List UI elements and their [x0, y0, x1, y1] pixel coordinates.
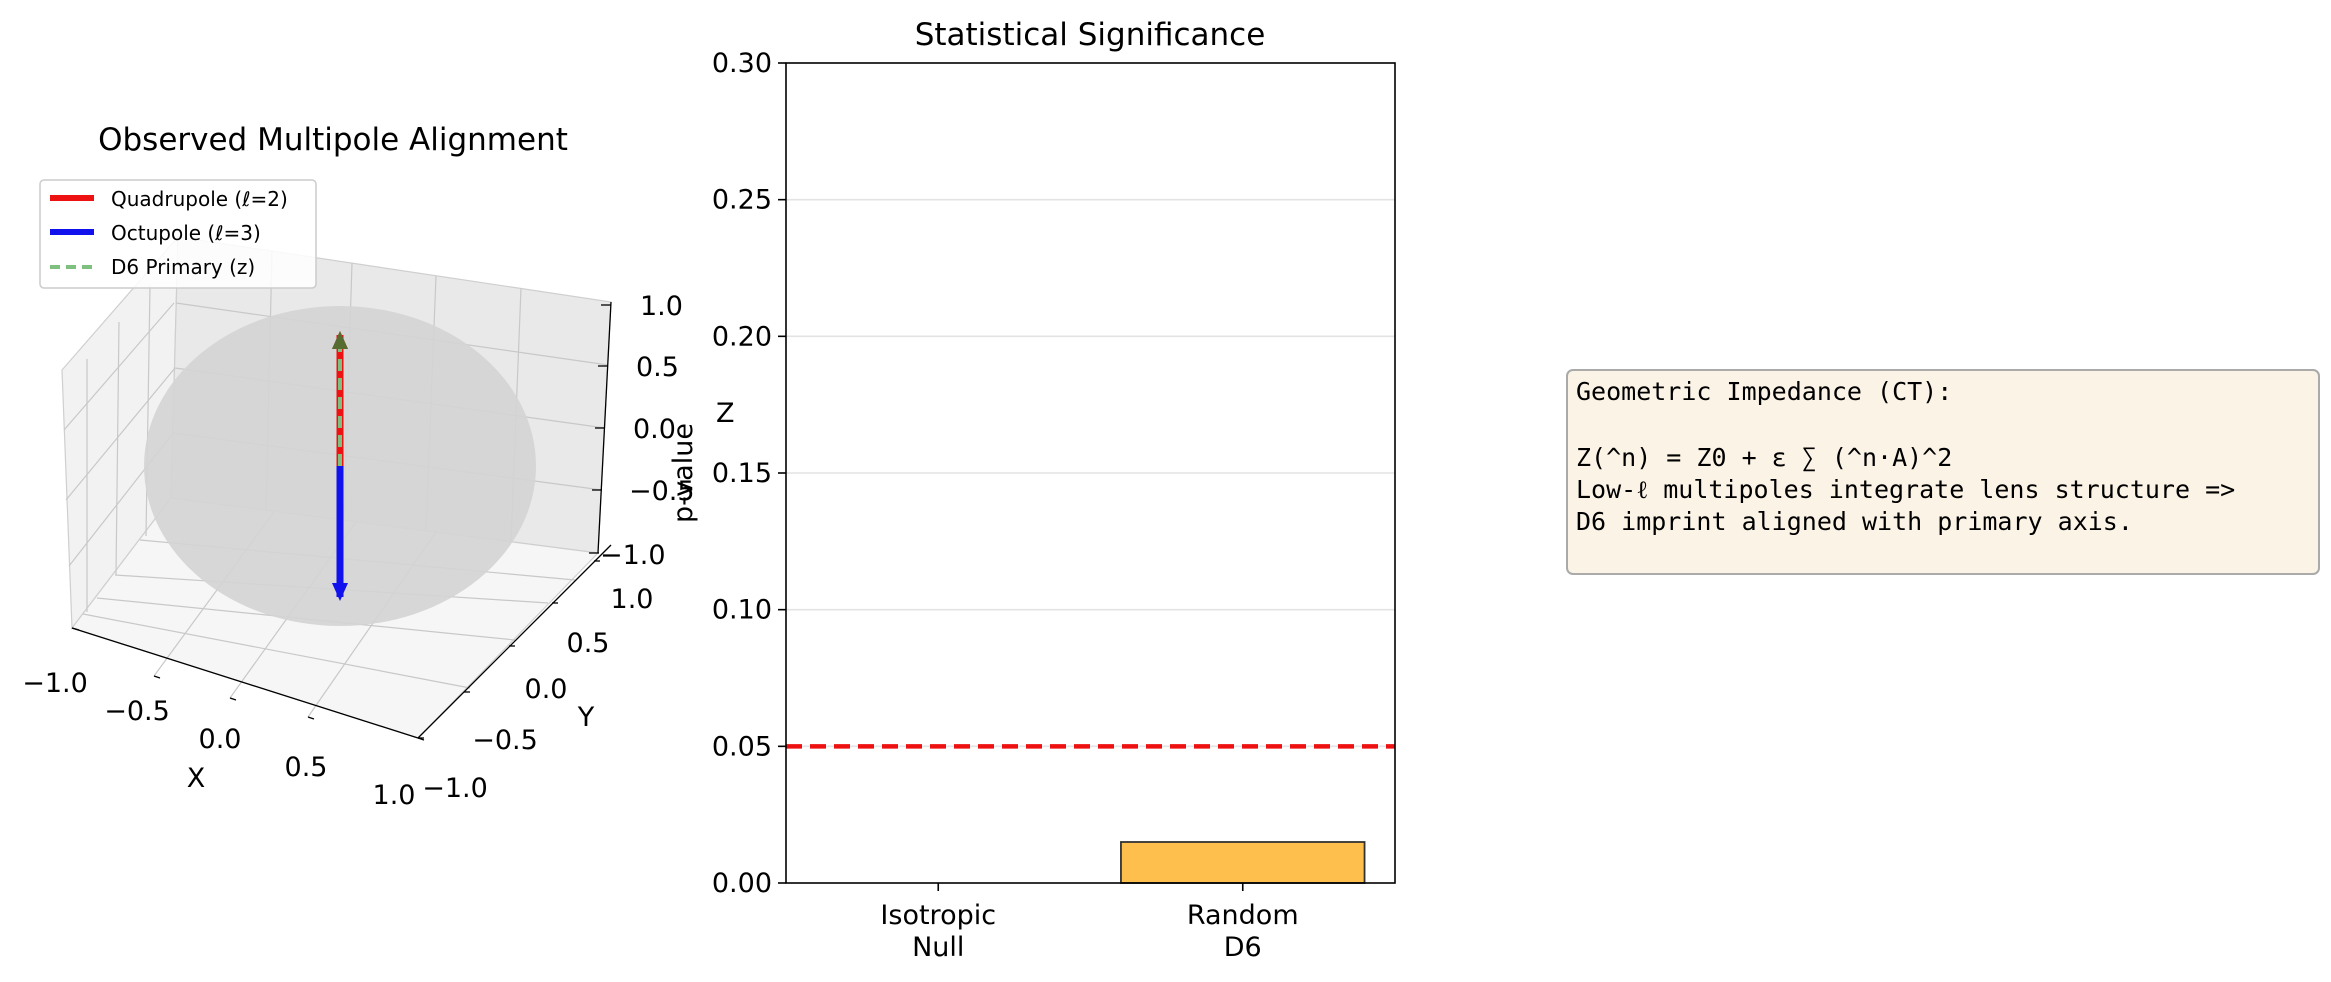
textbox-line: Geometric Impedance (CT): [1576, 377, 1952, 406]
y-tick-labels: −1.0 −0.5 0.0 0.5 1.0 [422, 584, 653, 804]
z-tick-label: −0.5 [629, 476, 695, 507]
impedance-textbox: Geometric Impedance (CT): Z(^n) = Z0 + ε… [1566, 369, 2320, 575]
y-tick-label: 0.0 [525, 674, 568, 705]
bar-y-tick-label: 0.00 [712, 868, 772, 899]
legend-label-d6-primary: D6 Primary (z) [111, 255, 255, 279]
x-tick-label: 0.5 [285, 752, 328, 783]
bar-y-tick-label: 0.10 [712, 595, 772, 626]
bar [1120, 841, 1366, 884]
y-tick-label: −1.0 [422, 773, 488, 804]
bar-x-tick-label: Random [1187, 900, 1299, 931]
y-tick-label: 1.0 [611, 584, 654, 615]
x-tick-label: 0.0 [199, 724, 242, 755]
z-tick-labels: 1.0 0.5 0.0 −0.5 −1.0 [600, 291, 695, 571]
legend-label-quadrupole: Quadrupole (ℓ=2) [111, 187, 288, 211]
bar-series [1120, 841, 1366, 884]
d6-primary-vector-head [332, 331, 348, 349]
x-tick-label: 1.0 [373, 780, 416, 811]
legend-box [39, 179, 317, 289]
legend-3d: Quadrupole (ℓ=2) Octupole (ℓ=3) D6 Prima… [39, 179, 317, 289]
legend-label-octupole: Octupole (ℓ=3) [111, 221, 261, 245]
bar-y-axis-label: p-value [668, 423, 699, 523]
bar-y-tick-label: 0.30 [712, 48, 772, 79]
bar-y-tick-label: 0.25 [712, 185, 772, 216]
x-axis-label: X [187, 763, 206, 794]
bar-chart-title: Statistical Significance [915, 17, 1266, 53]
z-ticks [589, 304, 611, 554]
vector-layer [332, 331, 348, 601]
bar-y-tick-label: 0.20 [712, 321, 772, 352]
panel-3d: Observed Multipole Alignment [22, 122, 734, 811]
panel-3d-title: Observed Multipole Alignment [98, 122, 568, 158]
textbox-frame [1566, 369, 2320, 575]
bar-x-tick-label: D6 [1224, 932, 1262, 963]
bar-x-tick-label: Null [912, 932, 964, 963]
z-tick-label: 1.0 [640, 291, 683, 322]
y-axis-label: Y [577, 702, 595, 733]
panel-bar: Statistical Significance 0.00 0.05 0.10 0.1… [668, 17, 1396, 963]
x-ticks [71, 627, 425, 741]
textbox-line: D6 imprint aligned with primary axis. [1576, 507, 2133, 536]
z-tick-label: 0.0 [633, 414, 676, 445]
x-tick-labels: −1.0 −0.5 0.0 0.5 1.0 [22, 668, 415, 811]
y-tick-label: 0.5 [567, 628, 610, 659]
z-tick-label: 0.5 [636, 352, 679, 383]
bar-y-tick-label: 0.05 [712, 731, 772, 762]
x-tick-label: −0.5 [104, 696, 170, 727]
y-tick-label: −0.5 [472, 725, 538, 756]
y-ticks [418, 560, 600, 739]
octupole-vector-head [332, 583, 348, 601]
z-tick-label: −1.0 [600, 540, 666, 571]
bar-x-tick-label: Isotropic [880, 900, 996, 931]
z-axis-label: Z [716, 398, 735, 429]
bar-y-tick-label: 0.15 [712, 458, 772, 489]
textbox-line: Z(^n) = Z0 + ε ∑ (^n·A)^2 [1576, 443, 1952, 472]
bar-y-ticks: 0.00 0.05 0.10 0.15 0.20 0.25 0.30 [712, 48, 786, 899]
textbox-line: Low-ℓ multipoles integrate lens structur… [1576, 475, 2235, 504]
x-tick-label: −1.0 [22, 668, 88, 699]
